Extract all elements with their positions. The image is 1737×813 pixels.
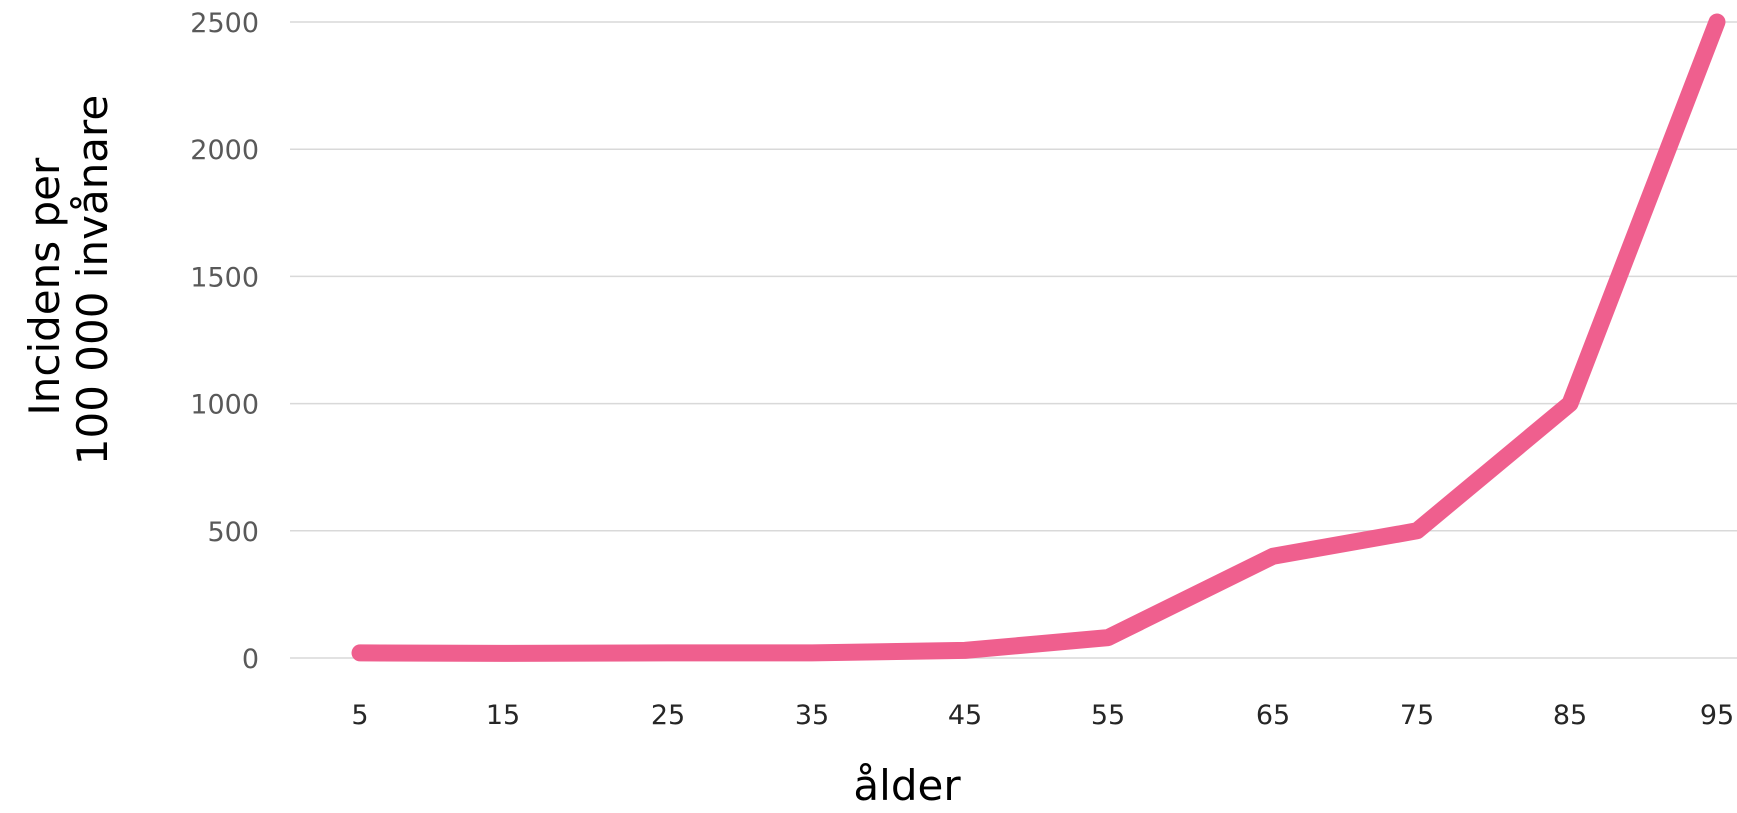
y-tick-label: 2000 bbox=[190, 135, 259, 166]
x-tick-label: 95 bbox=[1700, 700, 1734, 731]
x-axis-title: ålder bbox=[853, 761, 961, 810]
gridlines bbox=[290, 21, 1737, 659]
x-tick-label: 65 bbox=[1256, 700, 1290, 731]
x-tick-label: 85 bbox=[1553, 700, 1587, 731]
y-tick-label: 1000 bbox=[190, 390, 259, 421]
x-tick-label: 75 bbox=[1400, 700, 1434, 731]
x-axis-ticks: 5 15 25 35 45 55 65 75 85 95 bbox=[351, 700, 1734, 731]
y-axis-title-line-2: 100 000 invånare bbox=[68, 95, 117, 465]
series-line bbox=[351, 13, 1726, 662]
y-tick-label: 500 bbox=[207, 517, 259, 548]
y-tick-label: 0 bbox=[242, 644, 259, 675]
x-tick-label: 15 bbox=[486, 700, 520, 731]
y-axis-title: Incidens per 100 000 invånare bbox=[20, 95, 117, 465]
x-tick-label: 45 bbox=[948, 700, 982, 731]
y-tick-label: 1500 bbox=[190, 262, 259, 293]
x-tick-label: 55 bbox=[1091, 700, 1125, 731]
x-tick-label: 5 bbox=[351, 700, 368, 731]
y-axis-ticks: 0 500 1000 1500 2000 2500 bbox=[190, 8, 259, 675]
x-tick-label: 25 bbox=[651, 700, 685, 731]
y-tick-label: 2500 bbox=[190, 8, 259, 39]
y-axis-title-line-1: Incidens per bbox=[20, 157, 69, 416]
x-tick-label: 35 bbox=[795, 700, 829, 731]
